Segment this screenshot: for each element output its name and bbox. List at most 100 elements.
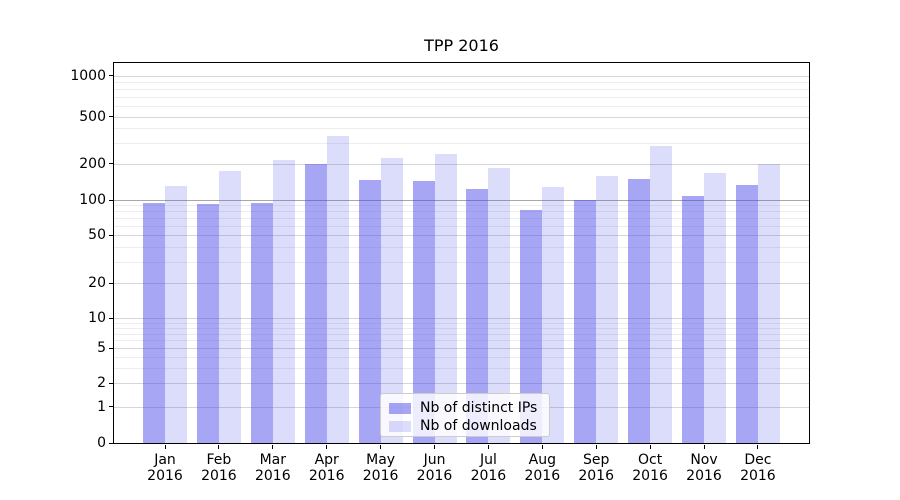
minor-gridline bbox=[114, 218, 809, 219]
minor-gridline bbox=[114, 322, 809, 324]
x-tick-mark bbox=[595, 445, 597, 449]
bar-distinct-ips bbox=[466, 189, 489, 443]
minor-gridline bbox=[114, 81, 809, 83]
legend-label-distinct-ips: Nb of distinct IPs bbox=[420, 400, 538, 416]
x-tick-year: 2016 bbox=[254, 468, 291, 484]
minor-gridline bbox=[114, 96, 809, 98]
y-tick-label: 0 bbox=[97, 435, 106, 452]
bar-distinct-ips bbox=[143, 203, 165, 443]
minor-gridline bbox=[114, 261, 809, 263]
minor-gridline bbox=[114, 211, 809, 213]
major-gridline bbox=[114, 163, 809, 165]
minor-gridline bbox=[114, 205, 809, 207]
y-tick-mark bbox=[109, 282, 113, 284]
y-tick-label: 1000 bbox=[70, 67, 106, 84]
x-tick-mark bbox=[326, 445, 328, 449]
bar-distinct-ips bbox=[304, 163, 327, 443]
x-tick-year: 2016 bbox=[740, 468, 776, 484]
bar-downloads bbox=[757, 163, 780, 443]
legend: Nb of distinct IPs Nb of downloads bbox=[380, 393, 550, 437]
legend-label-downloads: Nb of downloads bbox=[420, 418, 537, 434]
minor-gridline bbox=[114, 128, 809, 130]
minor-gridline bbox=[114, 105, 809, 107]
y-tick-label: 2 bbox=[97, 375, 106, 392]
y-tick-label: 10 bbox=[88, 310, 106, 327]
x-tick-year: 2016 bbox=[362, 468, 399, 484]
y-tick-mark bbox=[109, 317, 113, 319]
major-gridline bbox=[114, 348, 809, 350]
bar-downloads bbox=[542, 187, 565, 443]
x-tick-year: 2016 bbox=[416, 468, 453, 484]
y-tick-label: 1 bbox=[97, 398, 106, 415]
x-tick-month: Oct bbox=[637, 452, 663, 468]
x-tick-month: May bbox=[366, 452, 396, 468]
minor-gridline bbox=[114, 327, 809, 329]
bar-distinct-ips bbox=[574, 200, 597, 443]
bar-downloads bbox=[434, 154, 457, 443]
bar-distinct-ips bbox=[682, 195, 704, 443]
x-tick-month: Sep bbox=[582, 452, 610, 468]
major-gridline bbox=[114, 116, 809, 118]
x-tick-month: Jul bbox=[479, 452, 497, 468]
x-tick-year: 2016 bbox=[201, 468, 237, 484]
x-tick-month: Apr bbox=[314, 452, 339, 468]
major-gridline bbox=[114, 383, 809, 385]
minor-gridline bbox=[114, 356, 809, 358]
x-tick-mark bbox=[272, 445, 274, 449]
x-tick-year: 2016 bbox=[147, 468, 183, 484]
x-tick-mark bbox=[541, 445, 543, 449]
bar-distinct-ips bbox=[412, 181, 435, 443]
x-tick-label: Sep 2016 bbox=[566, 452, 626, 484]
x-tick-label: Nov 2016 bbox=[674, 452, 734, 484]
y-tick-label: 50 bbox=[88, 227, 106, 243]
bar-distinct-ips bbox=[196, 203, 219, 443]
y-tick-label: 100 bbox=[79, 192, 106, 208]
x-tick-month: Feb bbox=[206, 452, 232, 468]
y-tick-mark bbox=[109, 75, 113, 77]
x-tick-month: Mar bbox=[259, 452, 286, 468]
x-tick-year: 2016 bbox=[578, 468, 614, 484]
x-tick-year: 2016 bbox=[308, 468, 345, 484]
minor-gridline bbox=[114, 225, 809, 227]
x-tick-label: Jun 2016 bbox=[405, 452, 465, 484]
bar-distinct-ips bbox=[358, 180, 381, 443]
y-tick-mark bbox=[109, 442, 113, 444]
minor-gridline bbox=[114, 367, 809, 369]
legend-item-distinct-ips: Nb of distinct IPs bbox=[389, 400, 541, 416]
bar-downloads bbox=[488, 168, 511, 443]
bar-downloads bbox=[326, 136, 349, 443]
y-tick-label: 20 bbox=[88, 275, 106, 292]
x-tick-label: Dec 2016 bbox=[728, 452, 788, 484]
y-tick-label: 500 bbox=[79, 108, 106, 125]
x-tick-month: Jun bbox=[423, 452, 446, 468]
minor-gridline bbox=[114, 246, 809, 248]
x-tick-mark bbox=[218, 445, 220, 449]
x-tick-year: 2016 bbox=[470, 468, 507, 484]
bar-distinct-ips bbox=[628, 179, 651, 443]
x-tick-mark bbox=[649, 445, 651, 449]
y-tick-mark bbox=[109, 116, 113, 118]
minor-gridline bbox=[114, 88, 809, 90]
bar-downloads bbox=[596, 176, 619, 443]
major-gridline bbox=[114, 75, 809, 77]
bar-downloads bbox=[218, 171, 241, 443]
x-tick-year: 2016 bbox=[632, 468, 668, 484]
y-tick-mark bbox=[109, 163, 113, 165]
x-tick-month: Nov bbox=[690, 452, 718, 468]
x-tick-label: Apr 2016 bbox=[297, 452, 357, 484]
x-tick-mark bbox=[380, 445, 382, 449]
x-tick-month: Dec bbox=[744, 452, 772, 468]
plot-area: Nb of distinct IPs Nb of downloads bbox=[113, 62, 810, 444]
x-tick-label: Oct 2016 bbox=[620, 452, 680, 484]
minor-gridline bbox=[114, 340, 809, 342]
x-tick-mark bbox=[164, 445, 166, 449]
x-tick-label: Jan 2016 bbox=[135, 452, 195, 484]
x-tick-month: Jan bbox=[154, 452, 176, 468]
legend-swatch-distinct-ips bbox=[389, 402, 411, 414]
minor-gridline bbox=[114, 142, 809, 144]
y-tick-mark bbox=[109, 382, 113, 384]
bar-downloads bbox=[272, 160, 295, 443]
x-tick-label: Aug 2016 bbox=[512, 452, 572, 484]
y-tick-label: 5 bbox=[97, 340, 106, 357]
x-tick-label: Mar 2016 bbox=[243, 452, 303, 484]
